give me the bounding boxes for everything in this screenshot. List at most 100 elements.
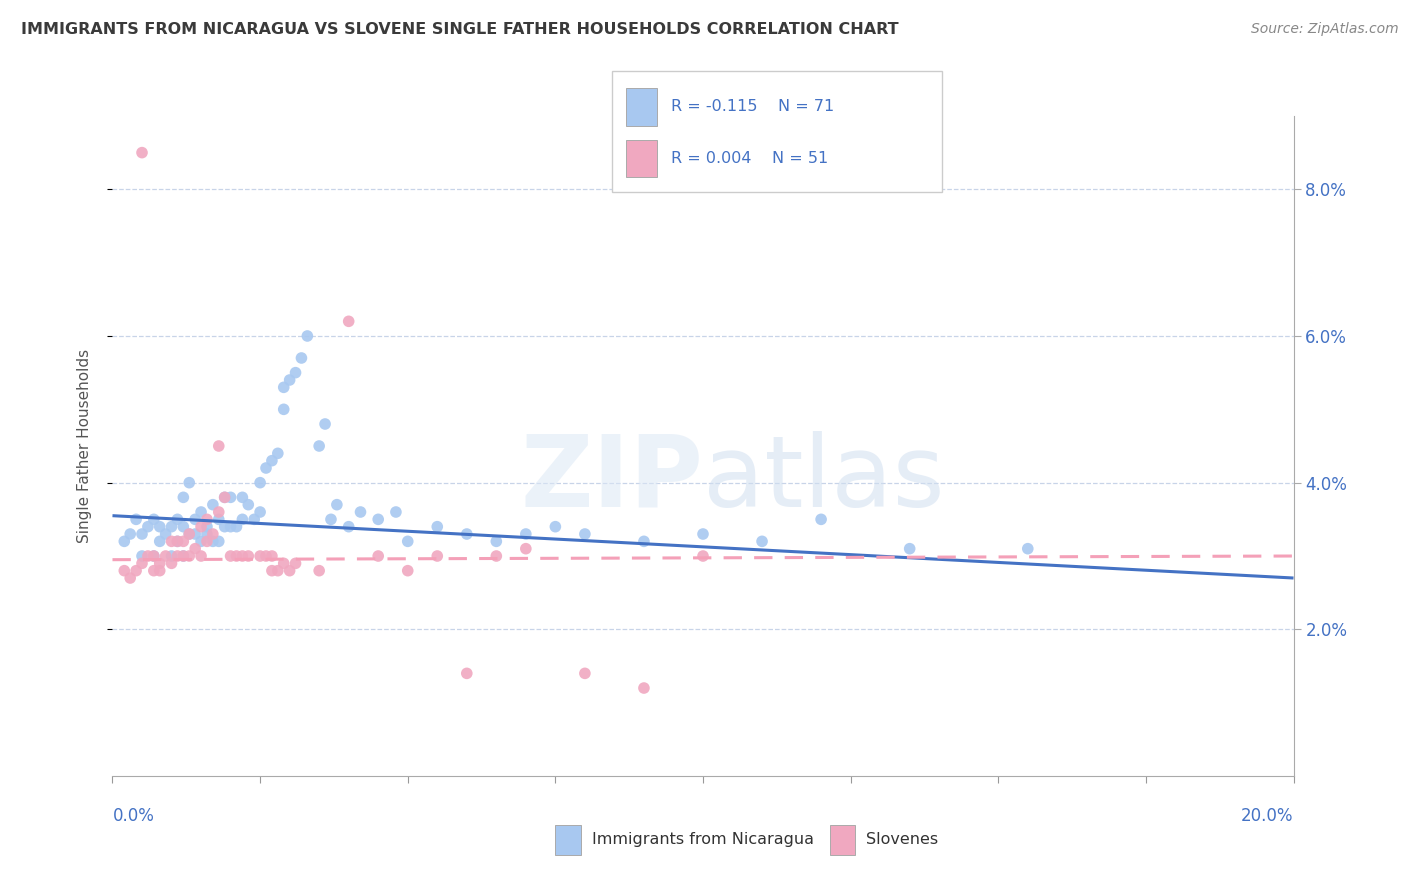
Text: R = -0.115    N = 71: R = -0.115 N = 71 bbox=[671, 99, 834, 114]
Point bbox=[544, 519, 567, 533]
Point bbox=[190, 519, 212, 533]
Point bbox=[396, 564, 419, 578]
Point bbox=[692, 527, 714, 541]
Point bbox=[190, 534, 212, 549]
Point bbox=[898, 541, 921, 556]
Point bbox=[149, 557, 172, 571]
Point bbox=[225, 549, 247, 563]
Text: IMMIGRANTS FROM NICARAGUA VS SLOVENE SINGLE FATHER HOUSEHOLDS CORRELATION CHART: IMMIGRANTS FROM NICARAGUA VS SLOVENE SIN… bbox=[21, 22, 898, 37]
Point bbox=[208, 534, 231, 549]
Point bbox=[260, 564, 283, 578]
Point bbox=[260, 453, 283, 467]
Point bbox=[149, 519, 172, 533]
Point bbox=[201, 534, 224, 549]
Point bbox=[131, 549, 153, 563]
Point bbox=[160, 549, 183, 563]
Point bbox=[238, 498, 260, 512]
Point bbox=[184, 512, 207, 526]
Point bbox=[131, 557, 153, 571]
Point bbox=[308, 439, 330, 453]
Point bbox=[208, 512, 231, 526]
Point bbox=[155, 527, 177, 541]
Point bbox=[149, 534, 172, 549]
Point bbox=[208, 439, 231, 453]
Point bbox=[214, 519, 236, 533]
Point bbox=[426, 549, 449, 563]
Text: Slovenes: Slovenes bbox=[866, 832, 938, 847]
Text: atlas: atlas bbox=[703, 431, 945, 527]
Text: Immigrants from Nicaragua: Immigrants from Nicaragua bbox=[592, 832, 814, 847]
Point bbox=[136, 519, 159, 533]
Point bbox=[160, 519, 183, 533]
Text: R = 0.004    N = 51: R = 0.004 N = 51 bbox=[671, 151, 828, 166]
Point bbox=[515, 527, 537, 541]
Point bbox=[142, 512, 165, 526]
Point bbox=[184, 527, 207, 541]
Point bbox=[142, 564, 165, 578]
Point bbox=[142, 549, 165, 563]
Text: ZIP: ZIP bbox=[520, 431, 703, 527]
Point bbox=[166, 534, 188, 549]
Point bbox=[142, 549, 165, 563]
Point bbox=[254, 461, 277, 475]
Point bbox=[367, 549, 389, 563]
Point bbox=[326, 498, 349, 512]
Point bbox=[308, 564, 330, 578]
Point bbox=[195, 534, 218, 549]
Point bbox=[574, 666, 596, 681]
Point bbox=[254, 549, 277, 563]
Point bbox=[166, 534, 188, 549]
Point bbox=[249, 549, 271, 563]
Point bbox=[396, 534, 419, 549]
Point bbox=[149, 564, 172, 578]
Point bbox=[231, 491, 253, 505]
Point bbox=[273, 557, 295, 571]
Point bbox=[284, 366, 307, 380]
Point bbox=[284, 557, 307, 571]
Point bbox=[112, 534, 135, 549]
Point bbox=[166, 512, 188, 526]
Point bbox=[278, 373, 301, 387]
Point bbox=[273, 402, 295, 417]
Point bbox=[172, 549, 194, 563]
Point bbox=[297, 329, 319, 343]
Point bbox=[337, 314, 360, 328]
Point bbox=[195, 519, 218, 533]
Point bbox=[219, 549, 242, 563]
Point bbox=[219, 491, 242, 505]
Point bbox=[349, 505, 371, 519]
Point bbox=[172, 534, 194, 549]
Text: 0.0%: 0.0% bbox=[112, 807, 155, 825]
Point bbox=[319, 512, 342, 526]
Point bbox=[278, 564, 301, 578]
Point bbox=[515, 541, 537, 556]
Point bbox=[290, 351, 312, 365]
Point bbox=[243, 512, 266, 526]
Point bbox=[214, 491, 236, 505]
Point bbox=[337, 519, 360, 533]
Point bbox=[131, 527, 153, 541]
Text: 20.0%: 20.0% bbox=[1241, 807, 1294, 825]
Point bbox=[456, 527, 478, 541]
Point bbox=[456, 666, 478, 681]
Point bbox=[201, 527, 224, 541]
Point bbox=[249, 475, 271, 490]
Point bbox=[260, 549, 283, 563]
Point bbox=[1017, 541, 1039, 556]
Point bbox=[160, 557, 183, 571]
Point bbox=[208, 505, 231, 519]
Point bbox=[692, 549, 714, 563]
Point bbox=[231, 512, 253, 526]
Point bbox=[172, 491, 194, 505]
Point bbox=[249, 505, 271, 519]
Point bbox=[179, 527, 201, 541]
Point bbox=[219, 519, 242, 533]
Point bbox=[633, 534, 655, 549]
Point bbox=[172, 549, 194, 563]
Point bbox=[184, 541, 207, 556]
Point bbox=[426, 519, 449, 533]
Point bbox=[485, 534, 508, 549]
Point bbox=[238, 549, 260, 563]
Point bbox=[179, 549, 201, 563]
Point bbox=[160, 534, 183, 549]
